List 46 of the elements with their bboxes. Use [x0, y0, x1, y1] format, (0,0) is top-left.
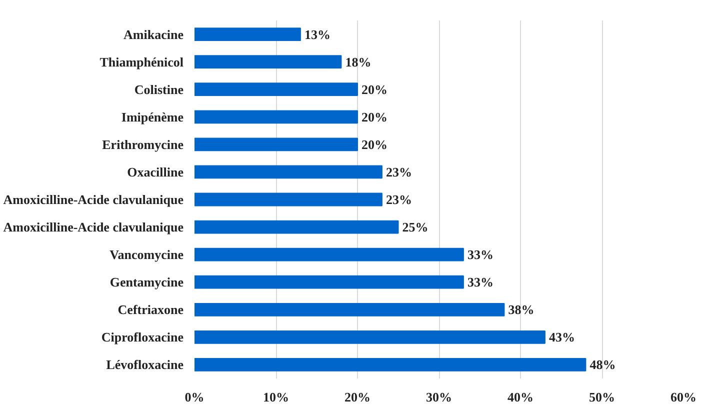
y-tick-label: Amikacine: [124, 26, 184, 42]
y-tick-label: Amoxicilline-Acide clavulanique: [3, 192, 184, 207]
data-label: 20%: [362, 136, 388, 152]
bar: [194, 138, 358, 152]
data-label: 23%: [386, 164, 412, 180]
bar: [194, 358, 586, 372]
bar: [194, 248, 464, 262]
x-tick-label: 10%: [263, 390, 289, 404]
y-tick-label: Vancomycine: [110, 247, 184, 262]
y-tick-label: Gentamycine: [110, 274, 184, 290]
bar: [194, 28, 301, 41]
data-label: 38%: [508, 302, 534, 318]
bar: [194, 165, 382, 179]
bar: [194, 220, 399, 234]
bar: [194, 110, 358, 124]
x-tick-label: 0%: [184, 390, 204, 404]
y-tick-label: Oxacilline: [127, 164, 184, 180]
y-tick-label: Colistine: [134, 82, 184, 97]
x-tick-label: 60%: [670, 390, 696, 404]
data-label: 33%: [467, 247, 494, 262]
data-label: 20%: [362, 82, 388, 97]
x-tick-label: 30%: [426, 390, 452, 404]
x-tick-label: 40%: [508, 390, 534, 404]
y-tick-label: Amoxicilline-Acide clavulanique: [3, 220, 184, 235]
data-label: 23%: [386, 192, 412, 207]
data-label: 33%: [467, 274, 494, 290]
data-label: 13%: [304, 26, 330, 42]
y-tick-label: Ceftriaxone: [118, 302, 184, 318]
y-tick-label: Erithromycine: [102, 136, 184, 152]
bar: [194, 55, 342, 69]
data-label: 18%: [345, 54, 372, 70]
data-label: 43%: [548, 330, 575, 345]
data-label: 20%: [362, 109, 388, 124]
bar: [194, 275, 464, 289]
bar: [194, 302, 505, 316]
y-tick-label: Lévofloxacine: [106, 357, 184, 372]
bar: [194, 330, 546, 344]
x-tick-label: 20%: [344, 390, 370, 404]
y-tick-label: Imipénème: [121, 109, 184, 124]
y-tick-label: Ciprofloxacine: [101, 330, 184, 345]
y-tick-label: Thiamphénicol: [100, 54, 184, 70]
data-label: 48%: [590, 357, 616, 372]
data-label: 25%: [402, 220, 428, 235]
bar: [194, 192, 382, 206]
bar: [194, 82, 358, 96]
x-tick-label: 50%: [589, 390, 615, 404]
